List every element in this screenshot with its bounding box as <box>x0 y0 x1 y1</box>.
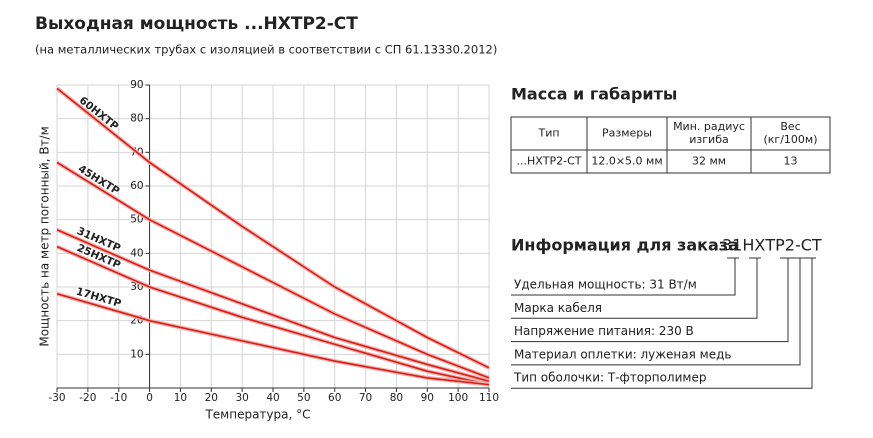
series-line <box>56 87 490 369</box>
x-tick-label: 90 <box>421 392 434 404</box>
table-cell: 13 <box>784 155 798 168</box>
x-tick-label: 40 <box>266 392 279 404</box>
x-tick-label: 50 <box>297 392 310 404</box>
table-cell: 12.0×5.0 мм <box>591 155 662 168</box>
y-tick-label: 10 <box>130 348 143 360</box>
x-tick-label: 60 <box>328 392 341 404</box>
order-title: Информация для заказа <box>511 236 739 255</box>
order-bracket <box>511 257 739 296</box>
y-tick-label: 80 <box>130 113 143 125</box>
table-header: Мин. радиус <box>673 120 745 133</box>
series-line <box>56 229 490 383</box>
order-item: Материал оплетки: луженая медь <box>514 347 731 361</box>
x-tick-label: -30 <box>48 392 65 404</box>
table-header: Размеры <box>602 127 652 140</box>
table-header: изгиба <box>689 133 728 146</box>
title: Выходная мощность ...НХТР2-СТ <box>35 14 358 34</box>
x-tick-label: 20 <box>205 392 218 404</box>
series-line <box>56 245 490 386</box>
table-header: Вес <box>780 120 800 133</box>
x-tick-label: 70 <box>359 392 372 404</box>
x-tick-label: 80 <box>390 392 403 404</box>
order-item: Удельная мощность: 31 Вт/м <box>514 278 697 292</box>
y-axis-label: Мощность на метр погонный, Вт/м <box>38 126 52 346</box>
table-cell: 32 мм <box>692 155 726 168</box>
y-tick-label: 40 <box>130 247 143 259</box>
table-frame <box>510 116 831 174</box>
x-axis-label: Температура, °C <box>204 408 310 422</box>
y-tick-label: 50 <box>130 214 143 226</box>
order-bracket <box>511 257 792 343</box>
series-line <box>56 292 490 386</box>
x-tick-label: -20 <box>79 392 96 404</box>
y-tick-label: 60 <box>130 180 143 192</box>
y-tick-label: 90 <box>130 79 143 91</box>
subtitle: (на металлических трубах с изоляцией в с… <box>35 43 497 57</box>
mass-title: Масса и габариты <box>511 85 677 104</box>
x-tick-label: 0 <box>146 392 153 404</box>
x-tick-label: 30 <box>235 392 248 404</box>
x-tick-label: 10 <box>174 392 187 404</box>
order-bracket <box>511 257 816 389</box>
series-line <box>56 161 490 379</box>
x-tick-label: 100 <box>448 392 468 404</box>
table-cell: ...НХТР2-СТ <box>516 155 581 168</box>
x-tick-label: 110 <box>479 392 499 404</box>
table-header: Тип <box>537 127 559 140</box>
order-item: Напряжение питания: 230 В <box>514 324 694 338</box>
order-item: Марка кабеля <box>514 301 602 315</box>
order-bracket <box>511 257 804 366</box>
order-bracket <box>511 257 761 319</box>
table-header: (кг/100м) <box>763 133 817 146</box>
x-tick-label: -10 <box>110 392 127 404</box>
order-code: 31НХТР2-СТ <box>722 236 822 255</box>
order-item: Тип оболочки: Т-фторполимер <box>513 371 706 385</box>
